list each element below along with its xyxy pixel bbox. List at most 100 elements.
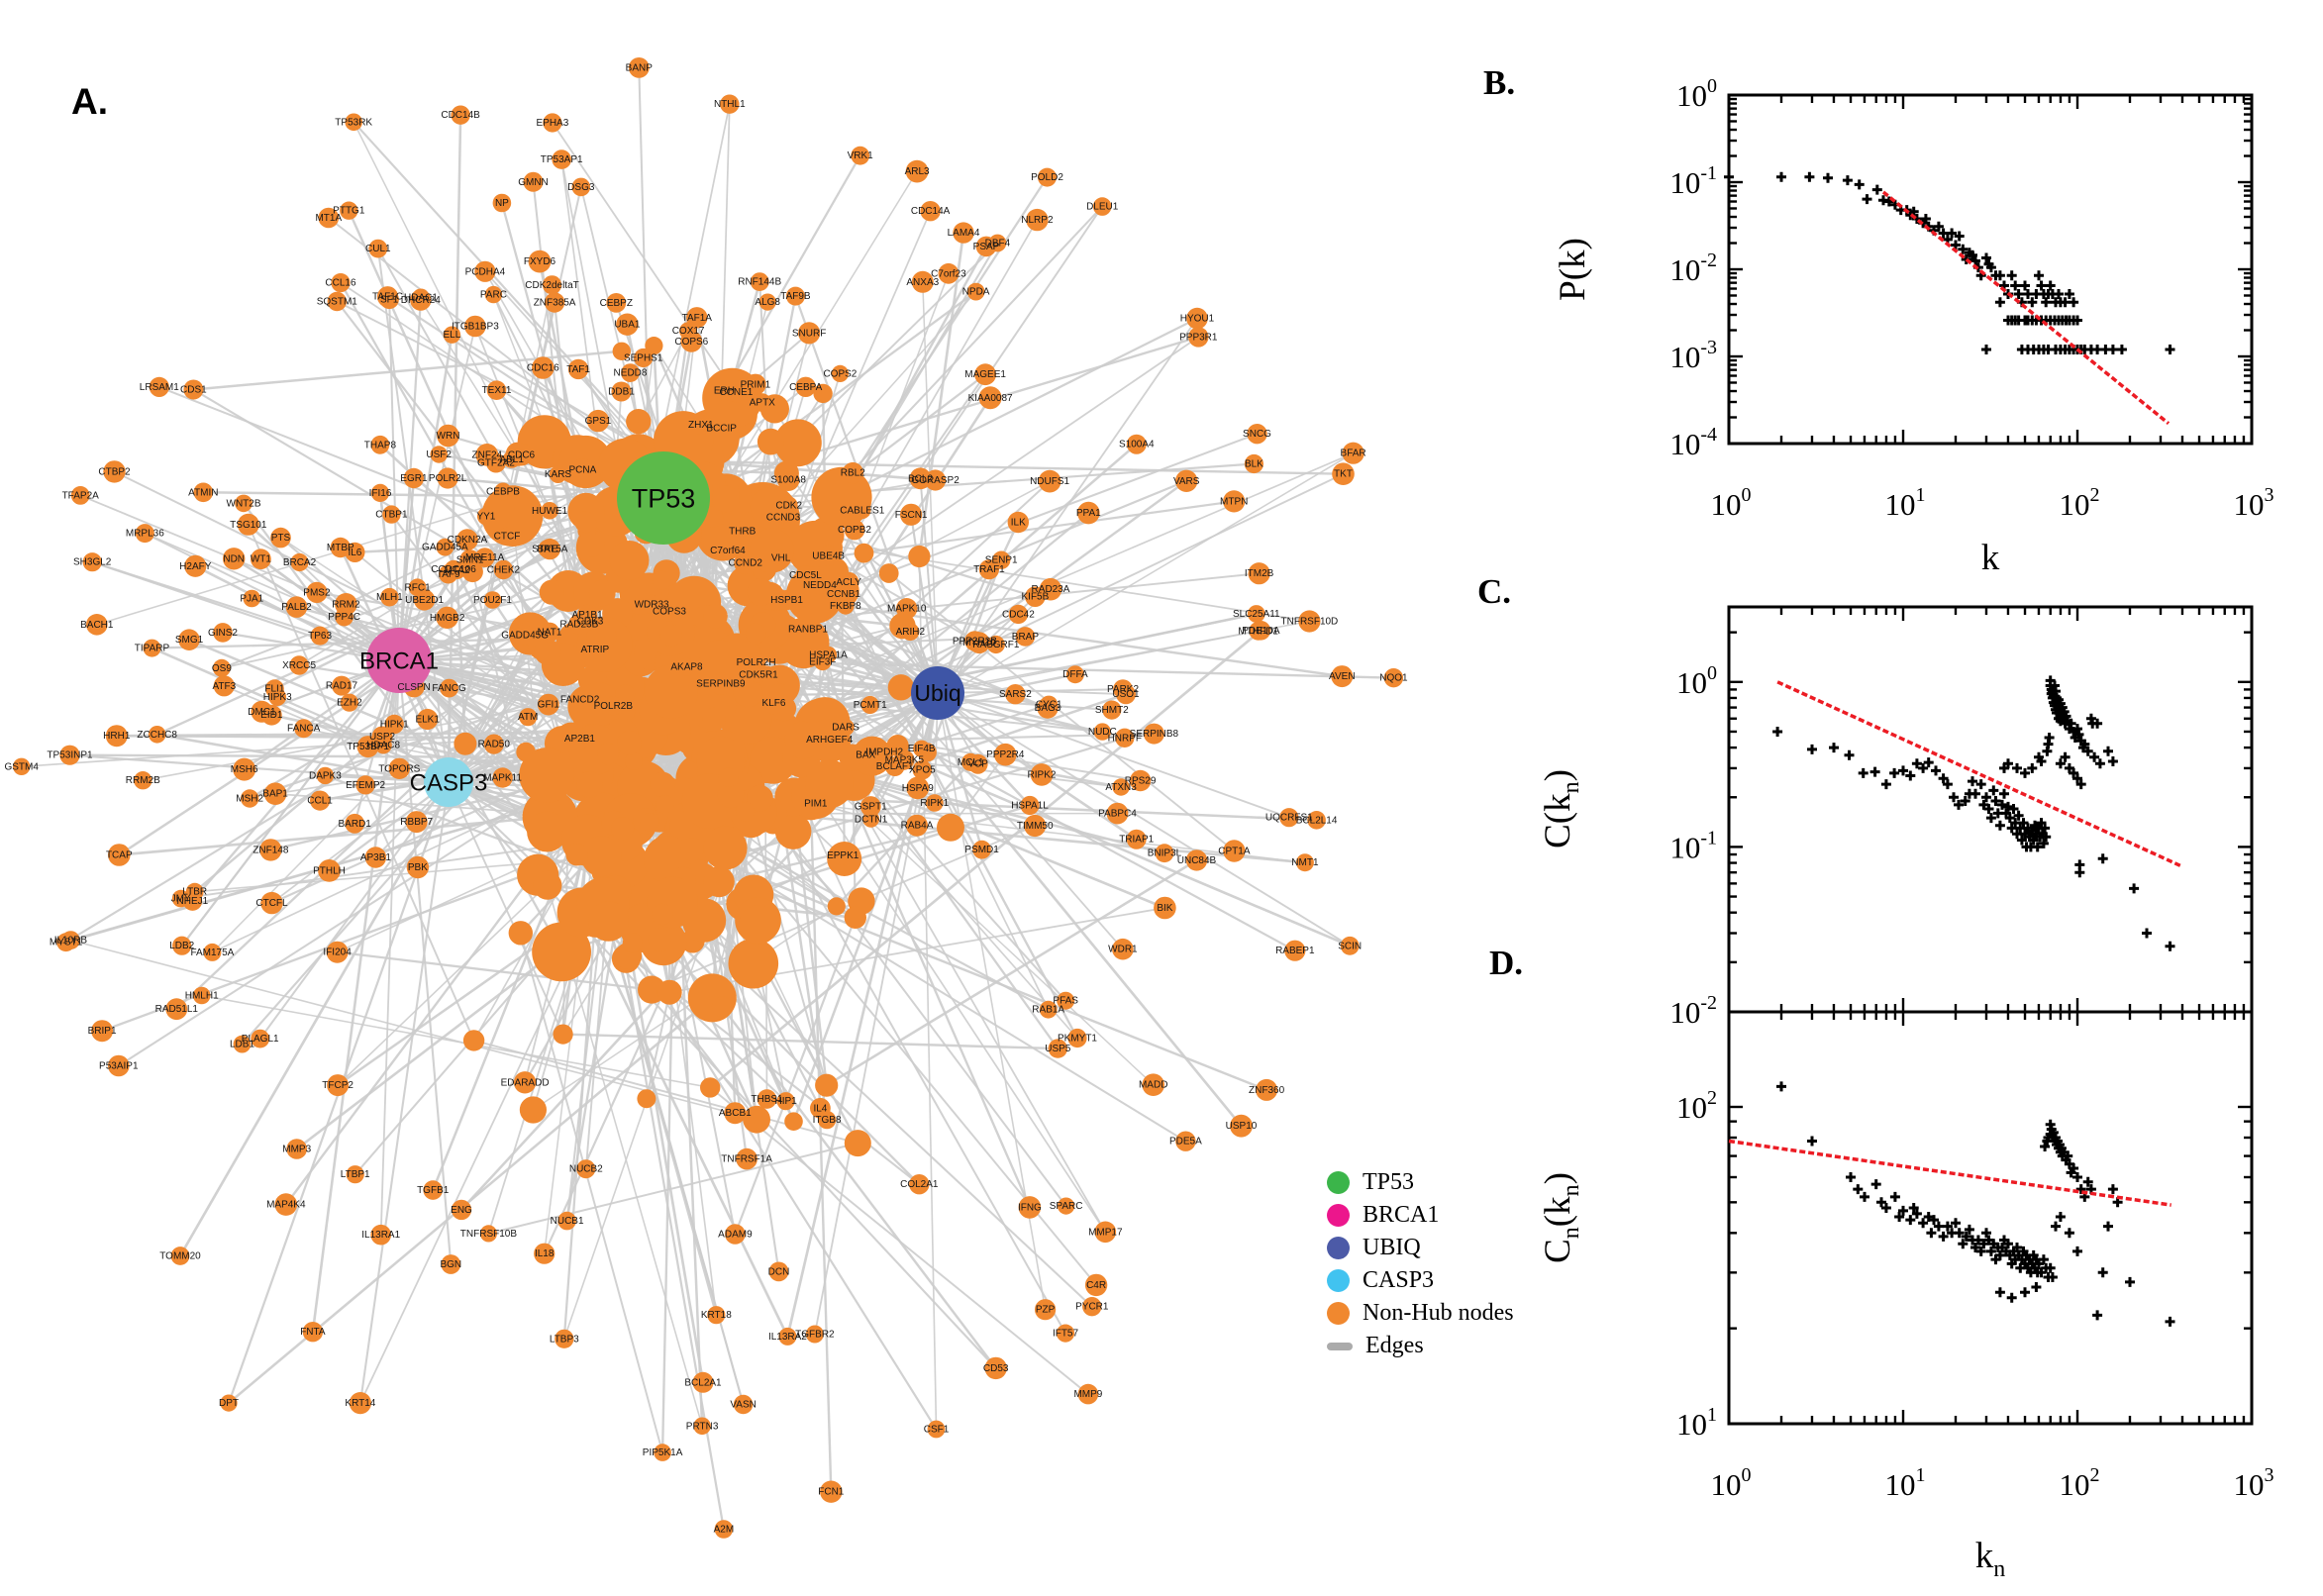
network-node	[251, 549, 271, 570]
network-node	[837, 719, 855, 737]
network-node	[502, 450, 521, 468]
network-node-label: SPARC	[1050, 1201, 1083, 1212]
network-node-label: USO1	[1112, 689, 1140, 700]
network-node	[345, 813, 365, 834]
network-node-label: ZNF385A	[534, 298, 576, 309]
network-edge	[695, 460, 1243, 1128]
network-node-label: TAF9B	[780, 291, 811, 302]
network-node-label: POU2F1	[473, 595, 512, 606]
network-node-label: ZNF24	[472, 449, 503, 460]
network-node-label: NUCB1	[551, 1216, 584, 1227]
network-node-label: BAX	[856, 750, 875, 761]
network-node-label: PMS2	[303, 587, 331, 598]
network-node-label: NEDD4	[803, 580, 837, 591]
network-node	[1115, 728, 1135, 748]
network-node-label: HMGB2	[430, 613, 465, 624]
network-node-label: CCND3	[766, 513, 801, 524]
network-node-label: MAP3K5	[885, 755, 925, 766]
network-node	[494, 482, 512, 501]
network-node	[833, 845, 854, 865]
network-node-label: MSH2	[236, 794, 263, 805]
data-point	[2064, 1228, 2074, 1239]
network-node-label: IFT57	[1053, 1329, 1079, 1340]
network-node-label: KLF6	[762, 698, 786, 709]
network-node-label: LTBP1	[341, 1169, 370, 1180]
network-node-label: PCMT1	[854, 700, 887, 711]
network-node-label: CSF1	[924, 1425, 950, 1436]
network-node	[1223, 840, 1246, 862]
network-node	[294, 719, 314, 739]
network-node	[774, 813, 812, 849]
data-point	[1920, 214, 1931, 224]
network-node	[712, 485, 740, 513]
network-node	[778, 1327, 797, 1346]
network-node-label: BCCIP	[706, 424, 737, 435]
data-point	[1954, 231, 1965, 242]
network-node	[108, 1054, 130, 1077]
network-node	[739, 905, 778, 945]
network-edge	[678, 854, 1267, 1092]
network-node	[703, 604, 728, 629]
network-node	[371, 726, 393, 748]
data-point	[1951, 240, 1961, 250]
network-node-label: IFI204	[323, 948, 352, 958]
data-point	[2012, 762, 2022, 773]
network-node	[382, 505, 401, 524]
network-node	[687, 973, 737, 1023]
network-node	[486, 380, 507, 401]
network-node-label: CABLES1	[840, 505, 884, 516]
network-node-label: PTTG1	[333, 206, 365, 217]
network-node	[1058, 1197, 1075, 1215]
network-node	[310, 790, 331, 811]
network-node-label: BACH1	[80, 620, 114, 631]
network-node	[212, 658, 231, 677]
network-node-label: GTF2A2	[477, 458, 515, 469]
network-node	[243, 589, 261, 608]
network-node-label: VASN	[730, 1400, 757, 1411]
network-node-label: HSPA1A	[809, 649, 848, 660]
network-node	[481, 485, 544, 547]
network-node	[479, 1225, 497, 1243]
data-point	[2045, 280, 2056, 291]
network-node	[1298, 610, 1321, 633]
network-node-label: BNIP3L	[1148, 848, 1182, 859]
network-node	[91, 1020, 114, 1043]
network-node-label: EPPK1	[827, 850, 859, 861]
network-node-label: CDC6	[508, 449, 536, 460]
network-node	[448, 561, 466, 580]
network-node	[260, 704, 282, 726]
axis-ticks	[1729, 1012, 2252, 1424]
data-point	[1954, 799, 1964, 810]
network-node	[776, 468, 800, 492]
network-node-label: RRM2	[332, 599, 360, 610]
network-node	[844, 519, 865, 541]
network-node-label: HNRPF	[1108, 733, 1142, 744]
network-node	[260, 891, 283, 915]
network-node	[134, 771, 152, 790]
network-node-label: DFFA	[1062, 669, 1088, 680]
tick-label: 10-2	[1669, 249, 1717, 287]
network-node-label: CCND2	[728, 558, 762, 569]
network-node	[527, 811, 567, 852]
network-node-label: ZNF148	[252, 845, 289, 855]
network-node-label: VARS	[1173, 476, 1200, 487]
data-point	[1964, 1224, 1974, 1235]
data-point	[2089, 751, 2100, 762]
network-node-label: SERPINB8	[1130, 729, 1179, 740]
network-node-label: MYH10	[962, 638, 996, 648]
network-node	[774, 419, 822, 467]
data-point	[1776, 1081, 1786, 1092]
network-node-label: HRH1	[103, 731, 131, 742]
hub-node-label-casp3: CASP3	[410, 769, 488, 796]
network-node-label: SMG1	[175, 635, 204, 646]
data-point	[1911, 1208, 1922, 1219]
data-point	[1961, 254, 1971, 264]
network-node	[523, 171, 544, 192]
tick-label: 101	[1885, 484, 1926, 522]
network-node-label: ATM	[518, 712, 538, 723]
network-node	[403, 467, 425, 489]
network-node	[611, 381, 632, 402]
data-point	[1871, 184, 1882, 195]
network-edge	[144, 532, 400, 661]
legend-label: UBIQ	[1363, 1235, 1421, 1260]
